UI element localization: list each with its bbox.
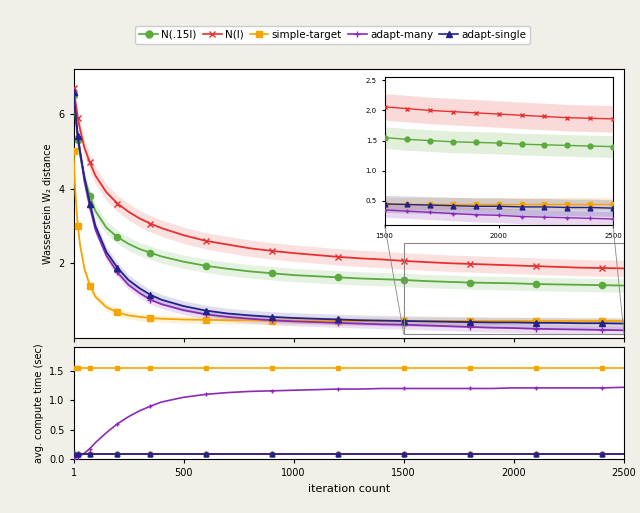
Y-axis label: avg. compute time (sec): avg. compute time (sec) [34, 343, 44, 463]
Y-axis label: Wasserstein W₂ distance: Wasserstein W₂ distance [43, 143, 52, 264]
Bar [404, 243, 624, 334]
X-axis label: iteration count: iteration count [308, 484, 390, 494]
Legend: N(.15I), N(I), simple-target, adapt-many, adapt-single: N(.15I), N(I), simple-target, adapt-many… [135, 26, 531, 44]
